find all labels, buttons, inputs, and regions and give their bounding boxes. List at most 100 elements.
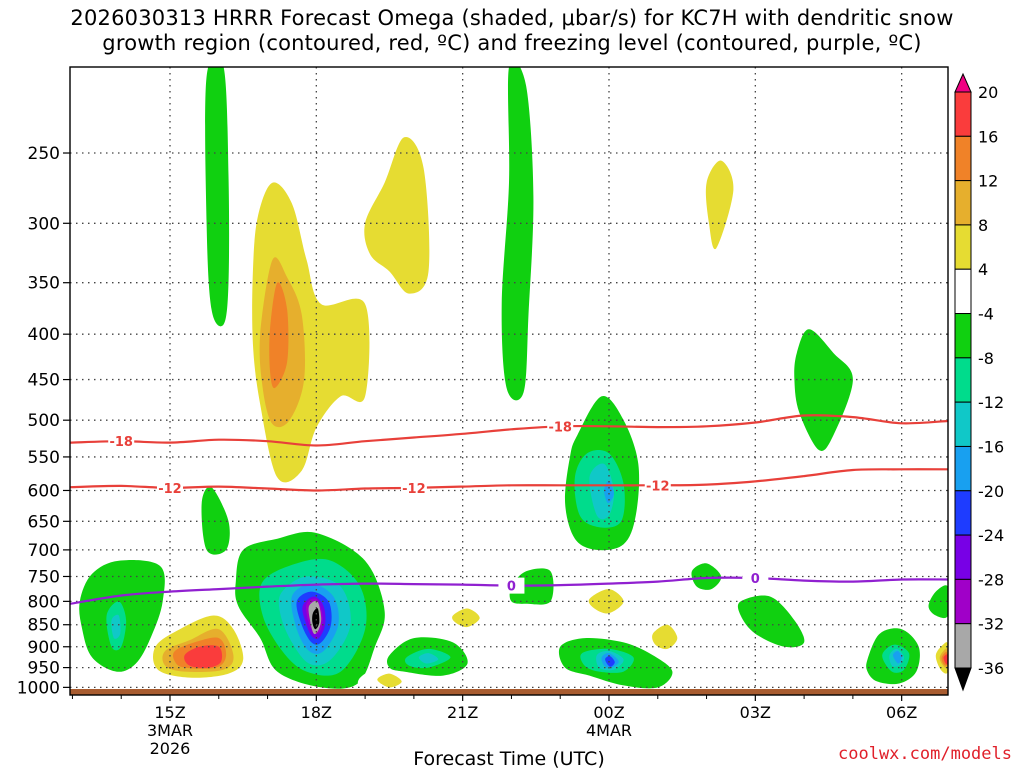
x-tick-label-15Z: 15Z <box>154 703 185 722</box>
dendritic-minus18-label-bg-1 <box>108 433 135 450</box>
y-tick-label-800: 800 <box>28 592 60 612</box>
x-axis-label: Forecast Time (UTC) <box>413 748 604 768</box>
colorbar-label--20: -20 <box>978 482 1004 501</box>
x-tick-label-18Z: 18Z <box>301 703 332 722</box>
ground-strip <box>70 689 948 695</box>
colorbar-box-11 <box>954 578 972 625</box>
colorbar-label--28: -28 <box>978 570 1004 589</box>
dendritic-minus12-label-7: -12 <box>402 482 426 497</box>
x-tick-sublabel-2026: 2026 <box>150 739 191 758</box>
dendritic-minus12-label-bg-2 <box>156 479 183 496</box>
omega-region-44-level-8 <box>588 589 624 614</box>
omega-region-35-level-8 <box>377 673 402 688</box>
y-tick-label-300: 300 <box>28 214 60 234</box>
colorbar-label--12: -12 <box>978 393 1004 412</box>
dendritic-minus12-label-bg-7 <box>400 479 427 496</box>
omega-region-21-level-20 <box>184 645 223 668</box>
dendritic-minus12-line <box>70 468 948 492</box>
colorbar-box-3 <box>954 224 972 270</box>
colorbar: 20 16 12 8 4 -4 -8 -12 -16 -20 -24 -28 -32 -36 <box>954 72 1004 692</box>
omega-region-7-level-4 <box>673 84 806 305</box>
omega-region-14-level-4 <box>456 474 530 540</box>
colorbar-label-12: 12 <box>978 172 998 191</box>
omega-region-12-level--12 <box>589 463 615 520</box>
dendritic-minus18-label-bg-10 <box>547 418 574 435</box>
omega-region-5-level--4 <box>205 67 230 327</box>
colorbar-label--16: -16 <box>978 437 1004 456</box>
colorbar-label--8: -8 <box>978 349 994 368</box>
colorbar-label--24: -24 <box>978 526 1004 545</box>
colorbar-box-9 <box>954 490 972 536</box>
colorbar-box-4 <box>954 268 972 315</box>
omega-region-24-level--12 <box>111 614 121 639</box>
freezing-level-0-label-14: 0 <box>751 572 760 587</box>
y-tick-label-750: 750 <box>28 567 60 587</box>
x-tick-label-00Z: 00Z <box>593 703 624 722</box>
colorbar-box-0 <box>954 91 972 137</box>
dendritic-minus12-label-2: -12 <box>158 482 182 497</box>
x-tick-label-03Z: 03Z <box>740 703 771 722</box>
y-tick-label-450: 450 <box>28 371 60 391</box>
y-tick-label-600: 600 <box>28 481 60 501</box>
y-tick-label-700: 700 <box>28 541 60 561</box>
x-tick-sublabel-3MAR: 3MAR <box>147 721 193 740</box>
colorbar-box-6 <box>954 357 972 403</box>
omega-region-50-level--20 <box>605 656 615 667</box>
y-tick-label-350: 350 <box>28 274 60 294</box>
colorbar-label-4: 4 <box>978 260 988 279</box>
y-tick-label-400: 400 <box>28 325 60 345</box>
colorbar-top-arrow <box>954 72 972 93</box>
omega-region-59-level--4 <box>928 585 948 619</box>
omega-region-16-level--4 <box>201 486 230 555</box>
chart-title-line2: growth region (contoured, red, ºC) and f… <box>102 31 922 55</box>
omega-region-6-level--4 <box>501 67 534 401</box>
dendritic-minus18-label-1: -18 <box>109 435 133 450</box>
freezing-level-0-label-9: 0 <box>507 580 516 595</box>
dendritic-minus12-label-12: -12 <box>646 479 670 494</box>
y-tick-label-500: 500 <box>28 411 60 431</box>
y-tick-label-1000: 1000 <box>17 678 60 698</box>
omega-region-41-level-8 <box>452 608 480 628</box>
dendritic-minus18-line <box>70 414 948 447</box>
omega-region-15-level-4 <box>896 507 948 556</box>
grid-lines <box>70 67 948 695</box>
omega-region-2-level-8 <box>364 136 430 294</box>
x-tick-label-21Z: 21Z <box>447 703 478 722</box>
y-axis: 2503003504004505005506006507007508008509… <box>17 144 70 698</box>
colorbar-box-2 <box>954 180 972 226</box>
y-tick-label-250: 250 <box>28 144 60 164</box>
credit-text: coolwx.com/models <box>838 744 1012 764</box>
x-tick-sublabel-4MAR: 4MAR <box>586 721 632 740</box>
omega-region-4-level-16 <box>269 282 289 389</box>
omega-region-53-level-4 <box>840 619 868 676</box>
omega-region-58-level--16 <box>892 650 902 664</box>
omega-region-8-level-8 <box>705 160 734 250</box>
colorbar-box-1 <box>954 135 972 182</box>
y-tick-label-650: 650 <box>28 512 60 532</box>
x-tick-label-06Z: 06Z <box>886 703 917 722</box>
omega-region-52-level--4 <box>737 595 805 648</box>
plot-frame <box>69 66 949 696</box>
colorbar-box-8 <box>954 445 972 492</box>
freezing-level-0-label-bg-9 <box>498 577 525 594</box>
freezing-level-0-label-bg-14 <box>742 570 769 587</box>
y-tick-label-550: 550 <box>28 448 60 468</box>
colorbar-label--4: -4 <box>978 305 994 324</box>
colorbar-label-20: 20 <box>978 83 998 102</box>
colorbar-label--36: -36 <box>978 659 1004 678</box>
colorbar-box-10 <box>954 534 972 580</box>
colorbar-label--32: -32 <box>978 615 1004 634</box>
omega-region-33-level--36 <box>312 608 320 630</box>
colorbar-box-12 <box>954 623 972 669</box>
contour-lines: -18 -18 -12 -12 -12 0 0 <box>70 414 948 605</box>
omega-region-64-level-20 <box>943 654 948 665</box>
omega-region-39-level--12 <box>418 653 439 664</box>
colorbar-bottom-arrow <box>954 667 972 692</box>
colorbar-label-16: 16 <box>978 127 998 146</box>
dendritic-minus18-label-10: -18 <box>548 420 572 435</box>
colorbar-box-7 <box>954 401 972 447</box>
chart-title-line1: 2026030313 HRRR Forecast Omega (shaded, … <box>70 6 954 30</box>
y-tick-label-900: 900 <box>28 638 60 658</box>
